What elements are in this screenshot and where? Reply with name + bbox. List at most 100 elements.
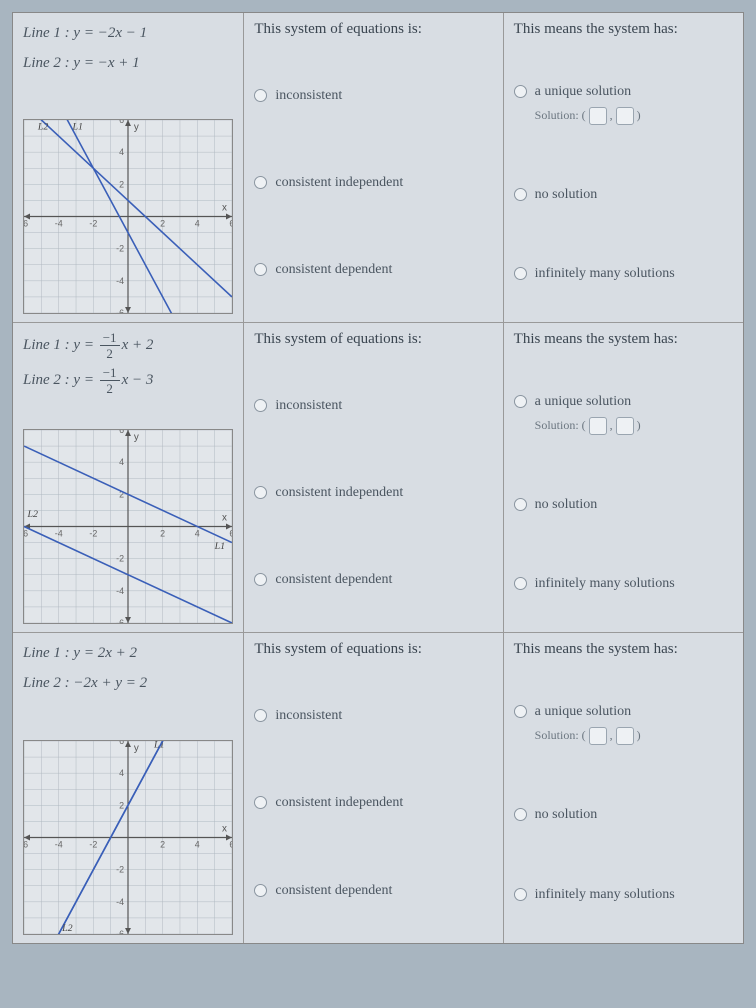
option-inconsistent[interactable]: inconsistent	[254, 87, 492, 105]
option-no-solution[interactable]: no solution	[514, 806, 733, 824]
option-no-solution[interactable]: no solution	[514, 186, 733, 204]
option-label: consistent dependent	[275, 571, 392, 589]
graph: -6-6-4-4-2-2224466yxL1L2	[23, 740, 233, 935]
option-consistent-independent[interactable]: consistent independent	[254, 484, 492, 502]
svg-text:4: 4	[195, 218, 200, 228]
solution-inputs: Solution: (, )	[535, 417, 641, 435]
option-infinitely-many[interactable]: infinitely many solutions	[514, 265, 733, 283]
svg-text:-6: -6	[24, 839, 28, 849]
radio-icon	[254, 796, 267, 809]
svg-text:x: x	[222, 513, 227, 524]
svg-text:-2: -2	[116, 865, 124, 875]
svg-text:L2: L2	[27, 509, 39, 520]
solution-y-input[interactable]	[616, 417, 634, 435]
meaning-header: This means the system has:	[514, 641, 733, 658]
solution-y-input[interactable]	[616, 727, 634, 745]
solution-y-input[interactable]	[616, 107, 634, 125]
svg-text:-2: -2	[89, 839, 97, 849]
meaning-column: This means the system has: a unique solu…	[504, 323, 743, 632]
svg-text:-2: -2	[116, 554, 124, 564]
svg-text:y: y	[134, 122, 139, 133]
option-label: consistent dependent	[275, 261, 392, 279]
svg-text:L2: L2	[37, 122, 49, 133]
option-label: infinitely many solutions	[535, 575, 675, 593]
option-unique-solution[interactable]: a unique solution Solution: (, )	[514, 703, 733, 745]
radio-icon	[514, 705, 527, 718]
radio-icon	[254, 399, 267, 412]
option-label: inconsistent	[275, 87, 342, 105]
system-type-column: This system of equations is: inconsisten…	[244, 633, 503, 943]
meaning-column: This means the system has: a unique solu…	[504, 13, 743, 322]
option-consistent-independent[interactable]: consistent independent	[254, 794, 492, 812]
svg-text:x: x	[222, 824, 227, 835]
option-label: consistent independent	[275, 794, 403, 812]
solution-x-input[interactable]	[589, 417, 607, 435]
option-unique-solution[interactable]: a unique solution Solution: (, )	[514, 83, 733, 125]
svg-text:L1: L1	[72, 122, 83, 133]
svg-text:-4: -4	[55, 528, 63, 538]
svg-text:-4: -4	[116, 276, 124, 286]
radio-icon	[254, 263, 267, 276]
svg-text:4: 4	[119, 768, 124, 778]
svg-text:-6: -6	[24, 528, 28, 538]
svg-text:x: x	[222, 203, 227, 214]
system-type-header: This system of equations is:	[254, 21, 492, 38]
system-type-column: This system of equations is: inconsisten…	[244, 13, 503, 322]
svg-text:-4: -4	[116, 897, 124, 907]
option-unique-solution[interactable]: a unique solution Solution: (, )	[514, 393, 733, 435]
radio-icon	[514, 577, 527, 590]
equations: Line 1 : y = −2x − 1Line 2 : y = −x + 1	[23, 21, 233, 81]
option-consistent-dependent[interactable]: consistent dependent	[254, 882, 492, 900]
equations-column: Line 1 : y = −2x − 1Line 2 : y = −x + 1 …	[13, 13, 244, 322]
solution-x-input[interactable]	[589, 107, 607, 125]
svg-text:-2: -2	[116, 244, 124, 254]
option-label: no solution	[535, 806, 598, 824]
problem-row-3: Line 1 : y = 2x + 2Line 2 : −2x + y = 2 …	[13, 633, 743, 943]
solution-inputs: Solution: (, )	[535, 727, 641, 745]
meaning-column: This means the system has: a unique solu…	[504, 633, 743, 943]
option-label: consistent dependent	[275, 882, 392, 900]
graph: -6-6-4-4-2-2224466yxL1L2	[23, 429, 233, 624]
equations: Line 1 : y = 2x + 2Line 2 : −2x + y = 2	[23, 641, 233, 701]
svg-text:-6: -6	[116, 618, 124, 623]
radio-icon	[254, 486, 267, 499]
svg-text:L1: L1	[214, 541, 225, 552]
meaning-header: This means the system has:	[514, 21, 733, 38]
svg-text:-2: -2	[89, 528, 97, 538]
radio-icon	[514, 888, 527, 901]
equations: Line 1 : y = −12x + 2Line 2 : y = −12x −…	[23, 331, 233, 401]
equations-column: Line 1 : y = −12x + 2Line 2 : y = −12x −…	[13, 323, 244, 632]
option-no-solution[interactable]: no solution	[514, 496, 733, 514]
radio-icon	[254, 884, 267, 897]
option-label: inconsistent	[275, 707, 342, 725]
option-label: infinitely many solutions	[535, 886, 675, 904]
option-consistent-dependent[interactable]: consistent dependent	[254, 571, 492, 589]
svg-text:6: 6	[229, 218, 232, 228]
option-inconsistent[interactable]: inconsistent	[254, 707, 492, 725]
svg-text:-2: -2	[89, 218, 97, 228]
option-infinitely-many[interactable]: infinitely many solutions	[514, 886, 733, 904]
svg-text:6: 6	[119, 430, 124, 435]
svg-text:2: 2	[160, 218, 165, 228]
option-consistent-dependent[interactable]: consistent dependent	[254, 261, 492, 279]
option-inconsistent[interactable]: inconsistent	[254, 397, 492, 415]
svg-text:6: 6	[119, 741, 124, 746]
radio-icon	[254, 89, 267, 102]
option-label: a unique solution	[535, 393, 641, 411]
svg-text:-6: -6	[116, 929, 124, 934]
option-infinitely-many[interactable]: infinitely many solutions	[514, 575, 733, 593]
option-label: infinitely many solutions	[535, 265, 675, 283]
option-label: a unique solution	[535, 83, 641, 101]
problem-row-1: Line 1 : y = −2x − 1Line 2 : y = −x + 1 …	[13, 13, 743, 323]
radio-icon	[514, 395, 527, 408]
svg-text:6: 6	[119, 120, 124, 125]
meaning-header: This means the system has:	[514, 331, 733, 348]
graph: -6-6-4-4-2-2224466yxL1L2	[23, 119, 233, 314]
option-consistent-independent[interactable]: consistent independent	[254, 174, 492, 192]
solution-x-input[interactable]	[589, 727, 607, 745]
option-label: consistent independent	[275, 174, 403, 192]
radio-icon	[514, 498, 527, 511]
svg-text:-4: -4	[55, 839, 63, 849]
svg-text:2: 2	[160, 528, 165, 538]
svg-text:y: y	[134, 743, 139, 754]
